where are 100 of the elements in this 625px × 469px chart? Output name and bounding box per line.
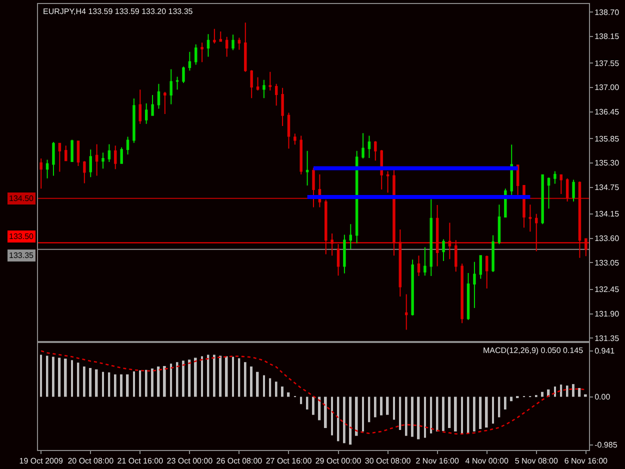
bar <box>194 358 197 397</box>
bar <box>430 396 432 434</box>
x-tick-label: 30 Oct 08:00 <box>364 456 412 466</box>
y-tick-label: 133.05 <box>594 258 620 268</box>
candlestick <box>58 142 62 172</box>
candlestick <box>46 159 49 179</box>
x-tick-label: 23 Oct 00:00 <box>166 456 214 466</box>
candlestick <box>411 259 414 316</box>
x-tick-label: 27 Oct 16:00 <box>266 456 312 466</box>
x-tick-label: 6 Nov 16:00 <box>564 456 608 466</box>
bar <box>64 358 67 397</box>
candlestick <box>144 102 148 124</box>
candlestick <box>516 164 520 196</box>
candlestick <box>89 149 92 178</box>
bar <box>238 358 240 397</box>
candlestick <box>102 152 104 170</box>
candlestick <box>343 234 346 274</box>
bar <box>163 366 166 397</box>
candlestick <box>436 204 439 267</box>
bar <box>349 396 352 445</box>
bar <box>170 364 172 397</box>
bar <box>424 396 426 438</box>
bar <box>269 378 272 397</box>
bar <box>380 396 383 416</box>
y-tick-label: 135.30 <box>594 158 620 168</box>
candlestick <box>64 145 68 162</box>
bar <box>485 396 488 428</box>
bar <box>368 396 370 422</box>
x-tick-label: 20 Oct 08:00 <box>68 456 114 466</box>
candlestick <box>566 178 569 202</box>
candlestick <box>132 98 136 144</box>
candlestick <box>560 174 563 194</box>
bar <box>287 392 290 397</box>
y-tick-label: 131.35 <box>594 334 620 343</box>
candlestick <box>460 263 464 324</box>
candlestick <box>324 199 328 255</box>
x-tick-label: 26 Oct 08:00 <box>216 456 263 466</box>
y-tick-label: 137.00 <box>594 83 620 92</box>
bar <box>71 360 73 397</box>
candlestick <box>535 213 538 252</box>
candlestick <box>330 232 334 256</box>
chart-title: MACD(12,26,9) 0.050 0.145 <box>483 346 584 355</box>
candlestick <box>584 238 588 257</box>
candlestick <box>510 144 513 196</box>
bar <box>95 369 98 397</box>
candlestick <box>281 87 284 127</box>
bar <box>250 366 253 397</box>
candlestick <box>492 234 494 273</box>
bar <box>324 396 327 428</box>
candlestick <box>250 70 253 99</box>
y-tick-label: 133.60 <box>594 234 620 244</box>
bar <box>541 392 544 397</box>
candlestick <box>424 246 426 276</box>
bar <box>58 358 61 397</box>
y-tick-label: -0.985 <box>594 440 618 450</box>
candlestick <box>232 34 234 51</box>
candlestick <box>454 240 458 272</box>
candlestick <box>306 150 309 186</box>
bar <box>374 396 376 418</box>
candlestick <box>262 79 266 99</box>
bar <box>461 396 464 434</box>
candlestick <box>244 22 247 72</box>
candlestick <box>120 146 123 164</box>
bar <box>399 396 402 430</box>
bar <box>275 382 278 397</box>
candlestick <box>151 94 154 116</box>
candlestick <box>213 28 216 44</box>
bar <box>46 356 48 397</box>
bar <box>479 396 482 430</box>
candlestick <box>405 294 408 330</box>
candlestick <box>40 158 42 190</box>
bar <box>108 372 110 397</box>
bar <box>312 396 314 415</box>
ref-line-label: 133.35 <box>9 251 34 260</box>
candlestick <box>528 204 532 232</box>
y-tick-label: 137.55 <box>594 58 620 68</box>
bar <box>219 356 222 397</box>
y-tick-label: 134.15 <box>594 210 620 219</box>
bar <box>40 354 42 397</box>
candlestick <box>541 174 544 225</box>
candlestick <box>114 145 117 170</box>
candlestick <box>442 238 445 262</box>
bar <box>300 396 302 404</box>
candlestick <box>164 91 166 115</box>
bar <box>560 384 562 397</box>
candlestick <box>374 140 377 162</box>
bar <box>201 356 203 397</box>
bar <box>281 386 284 397</box>
candlestick <box>386 170 390 194</box>
bar <box>139 370 142 397</box>
candlestick <box>430 198 432 277</box>
candlestick <box>219 31 222 42</box>
candlestick <box>126 136 130 155</box>
candlestick <box>206 34 210 58</box>
bar <box>232 356 234 397</box>
ref-line-label: 134.50 <box>9 194 34 203</box>
chart-title: EURJPY,H4 133.59 133.59 133.20 133.35 <box>43 7 194 16</box>
candlestick <box>398 228 402 297</box>
bar <box>52 356 54 397</box>
bar <box>504 396 506 410</box>
